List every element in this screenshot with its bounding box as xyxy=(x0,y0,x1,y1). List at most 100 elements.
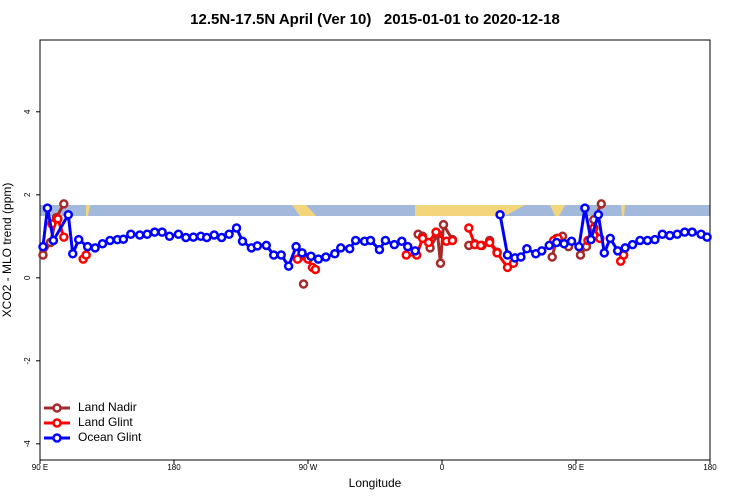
data-point xyxy=(475,240,486,251)
data-point xyxy=(118,234,129,244)
data-point xyxy=(403,241,413,252)
x-tick-label: 180 xyxy=(167,463,181,472)
data-point xyxy=(365,235,376,246)
data-point xyxy=(593,209,604,220)
data-point xyxy=(410,246,420,256)
data-point xyxy=(599,248,610,258)
data-point xyxy=(389,239,400,250)
legend-label: Land Nadir xyxy=(78,400,137,414)
data-point xyxy=(687,227,697,237)
data-point xyxy=(612,246,623,256)
x-tick-label: 180 xyxy=(703,463,717,472)
data-point xyxy=(502,250,513,260)
data-point xyxy=(42,203,53,213)
data-point xyxy=(605,233,615,244)
legend-marker xyxy=(52,433,62,443)
data-point xyxy=(374,244,385,255)
data-point xyxy=(73,234,84,245)
data-point xyxy=(321,252,331,262)
data-point xyxy=(276,250,286,260)
data-point xyxy=(665,230,675,241)
data-point xyxy=(401,250,412,260)
data-point xyxy=(344,244,355,254)
data-point xyxy=(306,251,316,261)
data-point xyxy=(105,235,115,246)
data-point xyxy=(380,235,391,246)
x-tick-label: 90 W xyxy=(299,463,318,472)
y-tick-label: 2 xyxy=(23,192,32,197)
data-point xyxy=(291,241,301,252)
data-point xyxy=(435,258,446,269)
data-point xyxy=(574,241,584,252)
map-strip xyxy=(40,205,710,216)
data-point xyxy=(142,229,152,239)
data-point xyxy=(522,244,532,254)
data-point xyxy=(126,229,136,239)
data-point xyxy=(484,237,495,248)
data-point xyxy=(580,203,590,213)
data-point xyxy=(90,243,100,253)
data-point xyxy=(48,235,59,246)
data-point xyxy=(627,239,638,250)
data-point xyxy=(702,232,712,242)
data-point xyxy=(269,250,279,260)
data-point xyxy=(135,230,145,240)
data-point xyxy=(423,237,434,248)
land-patch xyxy=(292,205,316,216)
data-point xyxy=(575,250,586,260)
data-point xyxy=(237,236,248,247)
data-point xyxy=(551,237,562,248)
data-point xyxy=(59,199,69,209)
data-point xyxy=(397,236,407,247)
data-point xyxy=(657,229,668,239)
data-point xyxy=(68,248,78,259)
land-patch xyxy=(500,205,525,216)
land-patch xyxy=(621,205,625,216)
y-tick-label: 4 xyxy=(23,109,32,114)
data-point xyxy=(173,229,184,239)
data-point xyxy=(231,223,242,233)
data-point xyxy=(495,209,505,220)
data-point xyxy=(650,234,660,245)
data-point xyxy=(292,254,303,264)
legend-label: Land Glint xyxy=(78,415,133,429)
data-point xyxy=(261,240,272,251)
y-tick-label: -2 xyxy=(23,357,32,365)
data-point xyxy=(63,209,74,220)
land-patch xyxy=(415,205,500,216)
data-point xyxy=(586,234,596,245)
data-point xyxy=(283,261,294,271)
data-point xyxy=(620,243,630,253)
x-axis-label: Longitude xyxy=(349,476,402,490)
data-point xyxy=(81,250,91,260)
data-point xyxy=(209,230,219,240)
data-point xyxy=(313,254,324,264)
data-point xyxy=(566,236,577,247)
legend-marker xyxy=(52,403,62,413)
data-point xyxy=(202,232,212,243)
data-point xyxy=(350,235,361,246)
x-tick-label: 90 E xyxy=(568,463,584,472)
data-point xyxy=(679,227,690,237)
data-point xyxy=(635,235,645,246)
series-line xyxy=(50,217,625,271)
chart-title: 12.5N-17.5N April (Ver 10) 2015-01-01 to… xyxy=(190,11,560,28)
data-point xyxy=(38,241,48,252)
y-tick-label: 0 xyxy=(23,275,32,280)
data-point xyxy=(164,231,175,242)
data-point xyxy=(516,252,526,262)
data-point xyxy=(547,252,557,262)
data-point xyxy=(252,241,263,251)
data-point xyxy=(330,248,340,259)
data-point xyxy=(438,219,449,230)
legend-label: Ocean Glint xyxy=(78,430,142,444)
y-axis-label: XCO2 - MLO trend (ppm) xyxy=(0,183,14,318)
data-point xyxy=(53,214,63,224)
data-point xyxy=(224,229,234,239)
data-point xyxy=(642,235,653,246)
y-tick-label: -4 xyxy=(23,440,32,448)
x-tick-label: 0 xyxy=(440,463,445,472)
data-point xyxy=(336,243,346,253)
data-point xyxy=(59,232,69,242)
